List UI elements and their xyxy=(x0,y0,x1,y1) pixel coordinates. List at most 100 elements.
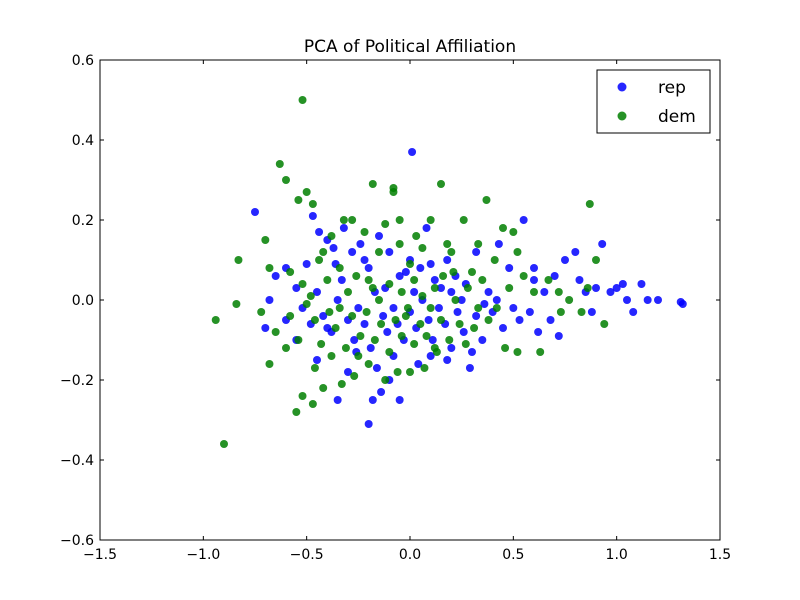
point-dem-15 xyxy=(261,236,270,244)
point-rep-111 xyxy=(468,348,476,356)
point-rep-87 xyxy=(368,396,377,404)
point-rep-70 xyxy=(434,304,443,312)
point-rep-28 xyxy=(561,256,569,264)
point-dem-124 xyxy=(449,268,458,276)
point-dem-95 xyxy=(220,440,228,448)
point-rep-61 xyxy=(383,328,392,336)
point-rep-34 xyxy=(598,240,607,248)
point-rep-104 xyxy=(323,324,332,332)
point-dem-23 xyxy=(426,216,435,224)
point-rep-7 xyxy=(348,248,357,256)
point-dem-110 xyxy=(310,364,319,372)
point-dem-96 xyxy=(292,408,301,416)
point-dem-43 xyxy=(418,292,427,300)
point-dem-52 xyxy=(530,288,538,296)
point-dem-66 xyxy=(310,316,319,324)
point-rep-73 xyxy=(453,308,462,316)
point-dem-34 xyxy=(323,276,332,284)
point-dem-1 xyxy=(275,160,284,168)
point-dem-86 xyxy=(455,320,464,328)
point-dem-16 xyxy=(319,248,328,256)
point-rep-24 xyxy=(519,216,528,224)
plot-area xyxy=(99,59,721,541)
y-tick-label-2: −0.2 xyxy=(60,373,94,389)
point-rep-60 xyxy=(379,312,388,320)
ticks-layer: −1.5 −1.0 −0.5 0.0 0.5 1.0 1.5 −0.6 −0.4 −0.2 0.0 0… xyxy=(60,53,731,563)
point-rep-44 xyxy=(676,298,685,306)
point-rep-35 xyxy=(606,288,615,296)
point-dem-56 xyxy=(583,284,592,292)
point-dem-24 xyxy=(447,248,456,256)
point-dem-2 xyxy=(282,176,290,184)
point-dem-36 xyxy=(344,288,352,296)
point-rep-84 xyxy=(546,316,555,324)
point-dem-99 xyxy=(319,384,328,392)
point-rep-76 xyxy=(472,312,481,320)
point-dem-116 xyxy=(418,244,427,252)
point-rep-68 xyxy=(424,316,433,324)
x-tick-label-0: −1.5 xyxy=(83,547,117,563)
point-rep-118 xyxy=(426,260,435,268)
point-rep-114 xyxy=(302,260,311,268)
point-dem-59 xyxy=(211,316,220,324)
point-dem-120 xyxy=(335,304,344,312)
point-rep-5 xyxy=(329,244,338,252)
point-dem-108 xyxy=(265,360,274,368)
point-rep-72 xyxy=(447,344,456,352)
point-rep-102 xyxy=(457,296,466,304)
point-dem-58 xyxy=(600,320,609,328)
point-rep-21 xyxy=(484,288,493,296)
point-rep-37 xyxy=(618,280,627,288)
point-rep-85 xyxy=(554,332,563,340)
point-rep-11 xyxy=(385,248,394,256)
x-tick-label-6: 1.5 xyxy=(709,547,731,563)
point-rep-86 xyxy=(364,420,373,428)
point-dem-62 xyxy=(271,328,280,336)
point-dem-111 xyxy=(327,352,336,360)
point-rep-15 xyxy=(422,224,431,232)
point-rep-29 xyxy=(571,248,580,256)
legend-label-rep: rep xyxy=(658,78,686,98)
point-rep-42 xyxy=(654,296,662,304)
point-rep-32 xyxy=(587,308,596,316)
point-dem-76 xyxy=(385,348,394,356)
x-tick-label-4: 0.5 xyxy=(502,547,524,563)
point-rep-107 xyxy=(426,352,435,360)
y-tick-label-6: 0.6 xyxy=(72,53,94,69)
point-dem-26 xyxy=(474,240,483,248)
point-dem-44 xyxy=(430,284,439,292)
point-rep-8 xyxy=(356,240,365,248)
point-dem-77 xyxy=(391,316,400,324)
point-dem-13 xyxy=(509,228,518,236)
point-rep-89 xyxy=(333,396,342,404)
y-tick-label-3: 0.0 xyxy=(72,293,94,309)
y-tick-label-1: −0.4 xyxy=(60,453,94,469)
point-rep-69 xyxy=(428,336,437,344)
x-tick-label-5: 1.0 xyxy=(606,547,628,563)
point-dem-125 xyxy=(474,304,483,312)
point-dem-82 xyxy=(422,332,431,340)
point-rep-109 xyxy=(372,364,381,372)
point-dem-93 xyxy=(556,308,565,316)
point-dem-106 xyxy=(420,364,429,372)
point-rep-106 xyxy=(414,360,423,368)
point-rep-0 xyxy=(408,148,417,156)
point-rep-97 xyxy=(265,296,274,304)
point-dem-32 xyxy=(298,280,307,288)
point-dem-54 xyxy=(554,288,563,296)
point-dem-88 xyxy=(470,324,479,332)
point-dem-29 xyxy=(234,256,243,264)
point-dem-79 xyxy=(403,304,412,312)
point-dem-119 xyxy=(306,292,315,300)
point-dem-21 xyxy=(395,216,404,224)
point-dem-46 xyxy=(451,296,460,304)
point-dem-84 xyxy=(437,316,445,324)
legend-box xyxy=(596,69,711,134)
point-dem-67 xyxy=(317,340,326,348)
point-dem-28 xyxy=(513,248,522,256)
point-rep-93 xyxy=(313,356,321,364)
point-rep-1 xyxy=(251,208,259,216)
y-tick-label-5: 0.4 xyxy=(72,133,94,149)
point-rep-108 xyxy=(443,356,452,364)
point-dem-81 xyxy=(416,320,425,328)
